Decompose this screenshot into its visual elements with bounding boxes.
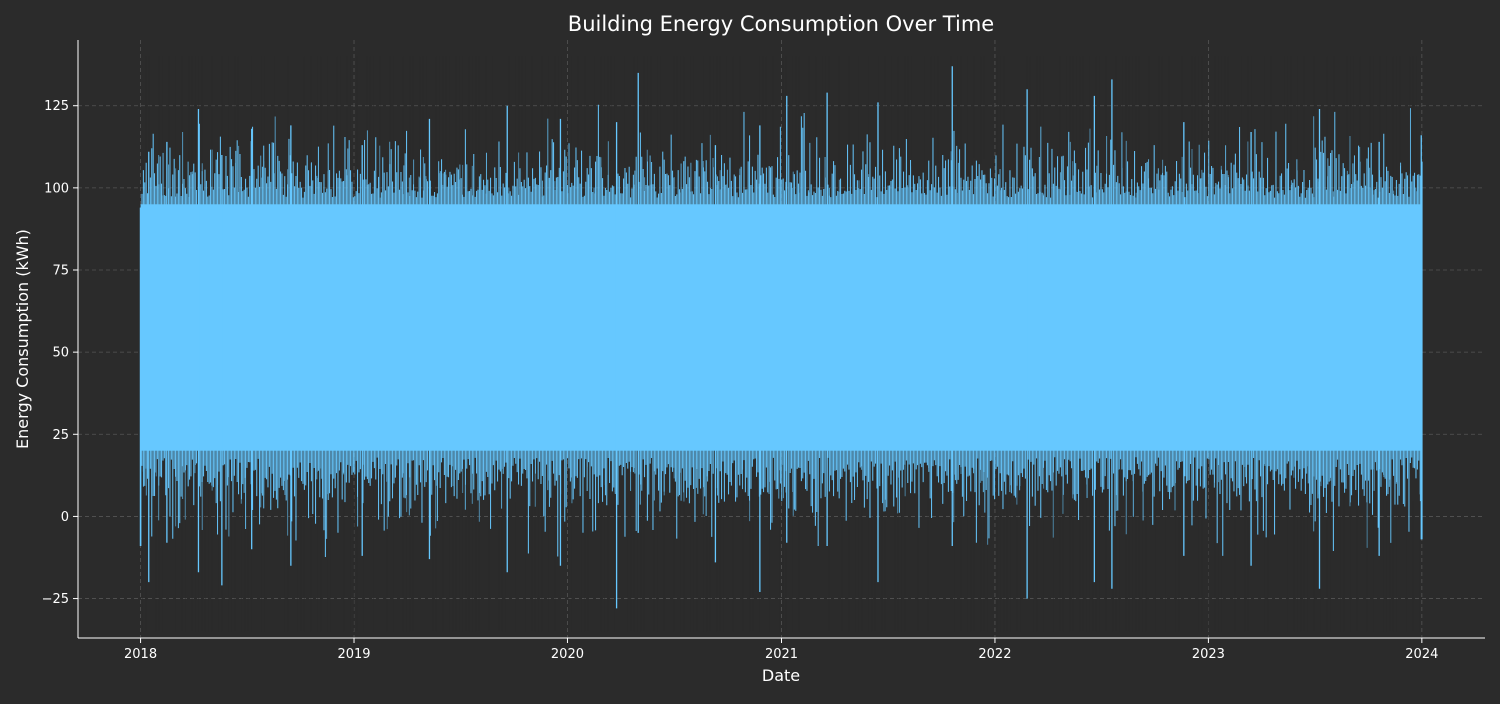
y-tick-label: 125 (44, 99, 69, 114)
x-tick-label: 2023 (1192, 647, 1225, 662)
x-axis-label: Date (762, 666, 800, 685)
x-tick-label: 2021 (765, 647, 798, 662)
x-tick-label: 2018 (124, 647, 157, 662)
y-tick-label: 100 (44, 181, 69, 196)
y-tick-label: 50 (52, 346, 69, 361)
data-series (139, 56, 1423, 632)
y-tick-label: 0 (61, 510, 69, 525)
x-tick-label: 2019 (337, 647, 370, 662)
y-tick-label: −25 (42, 592, 69, 607)
x-tick-label: 2022 (978, 647, 1011, 662)
y-tick-label: 25 (52, 428, 69, 443)
y-tick-label: 75 (52, 264, 69, 279)
x-tick-label: 2020 (551, 647, 584, 662)
chart-title: Building Energy Consumption Over Time (568, 12, 994, 36)
x-tick-label: 2024 (1405, 647, 1438, 662)
y-axis-label: Energy Consumption (kWh) (13, 229, 32, 449)
ticks: −25 0 25 50 75 100 125 2018 2019 2020 2021 2022 2023… (42, 99, 1439, 662)
